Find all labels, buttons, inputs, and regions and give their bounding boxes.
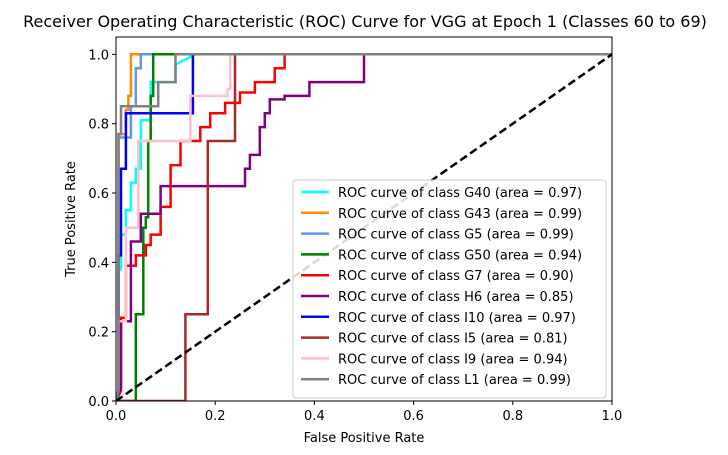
y-tick-label: 0.6 bbox=[88, 187, 109, 202]
y-tick-label: 0.0 bbox=[88, 395, 109, 410]
legend-entry: ROC curve of class H6 (area = 0.85) bbox=[338, 290, 574, 305]
legend-entry: ROC curve of class L1 (area = 0.99) bbox=[338, 373, 571, 388]
x-tick-label: 0.4 bbox=[304, 409, 325, 424]
x-tick-label: 0.0 bbox=[106, 409, 127, 424]
x-tick-label: 0.2 bbox=[205, 409, 226, 424]
y-axis-label: True Positive Rate bbox=[64, 161, 79, 278]
legend: ROC curve of class G40 (area = 0.97) ROC … bbox=[292, 179, 607, 399]
legend-entry: ROC curve of class I5 (area = 0.81) bbox=[338, 332, 568, 347]
x-tick-label: 0.6 bbox=[403, 409, 424, 424]
legend-entry: ROC curve of class G5 (area = 0.99) bbox=[338, 228, 574, 243]
y-tick-label: 0.4 bbox=[88, 256, 109, 271]
roc-series-7 bbox=[116, 53, 612, 401]
legend-entry: ROC curve of class I10 (area = 0.97) bbox=[338, 311, 576, 326]
roc-series-4 bbox=[116, 53, 612, 401]
legend-entry: ROC curve of class I9 (area = 0.94) bbox=[338, 352, 568, 367]
x-tick-label: 0.8 bbox=[502, 409, 523, 424]
plot-frame bbox=[115, 36, 613, 402]
legend-entry: ROC curve of class G43 (area = 0.99) bbox=[338, 207, 582, 222]
legend-entry: ROC curve of class G40 (area = 0.97) bbox=[338, 186, 582, 201]
roc-series-9 bbox=[116, 53, 612, 401]
legend-entry: ROC curve of class G7 (area = 0.90) bbox=[338, 269, 574, 284]
chart-title: Receiver Operating Characteristic (ROC) … bbox=[23, 12, 707, 31]
roc-series-5 bbox=[116, 53, 612, 401]
x-axis-label: False Positive Rate bbox=[304, 431, 425, 446]
legend-entry: ROC curve of class G50 (area = 0.94) bbox=[338, 248, 582, 263]
legend-frame bbox=[292, 179, 607, 399]
y-tick-label: 0.8 bbox=[88, 118, 109, 133]
roc-series-3 bbox=[116, 53, 612, 401]
y-tick-label: 0.2 bbox=[88, 326, 109, 341]
x-tick-label: 1.0 bbox=[602, 409, 623, 424]
roc-series-8 bbox=[116, 53, 612, 401]
y-tick-label: 1.0 bbox=[88, 48, 109, 63]
